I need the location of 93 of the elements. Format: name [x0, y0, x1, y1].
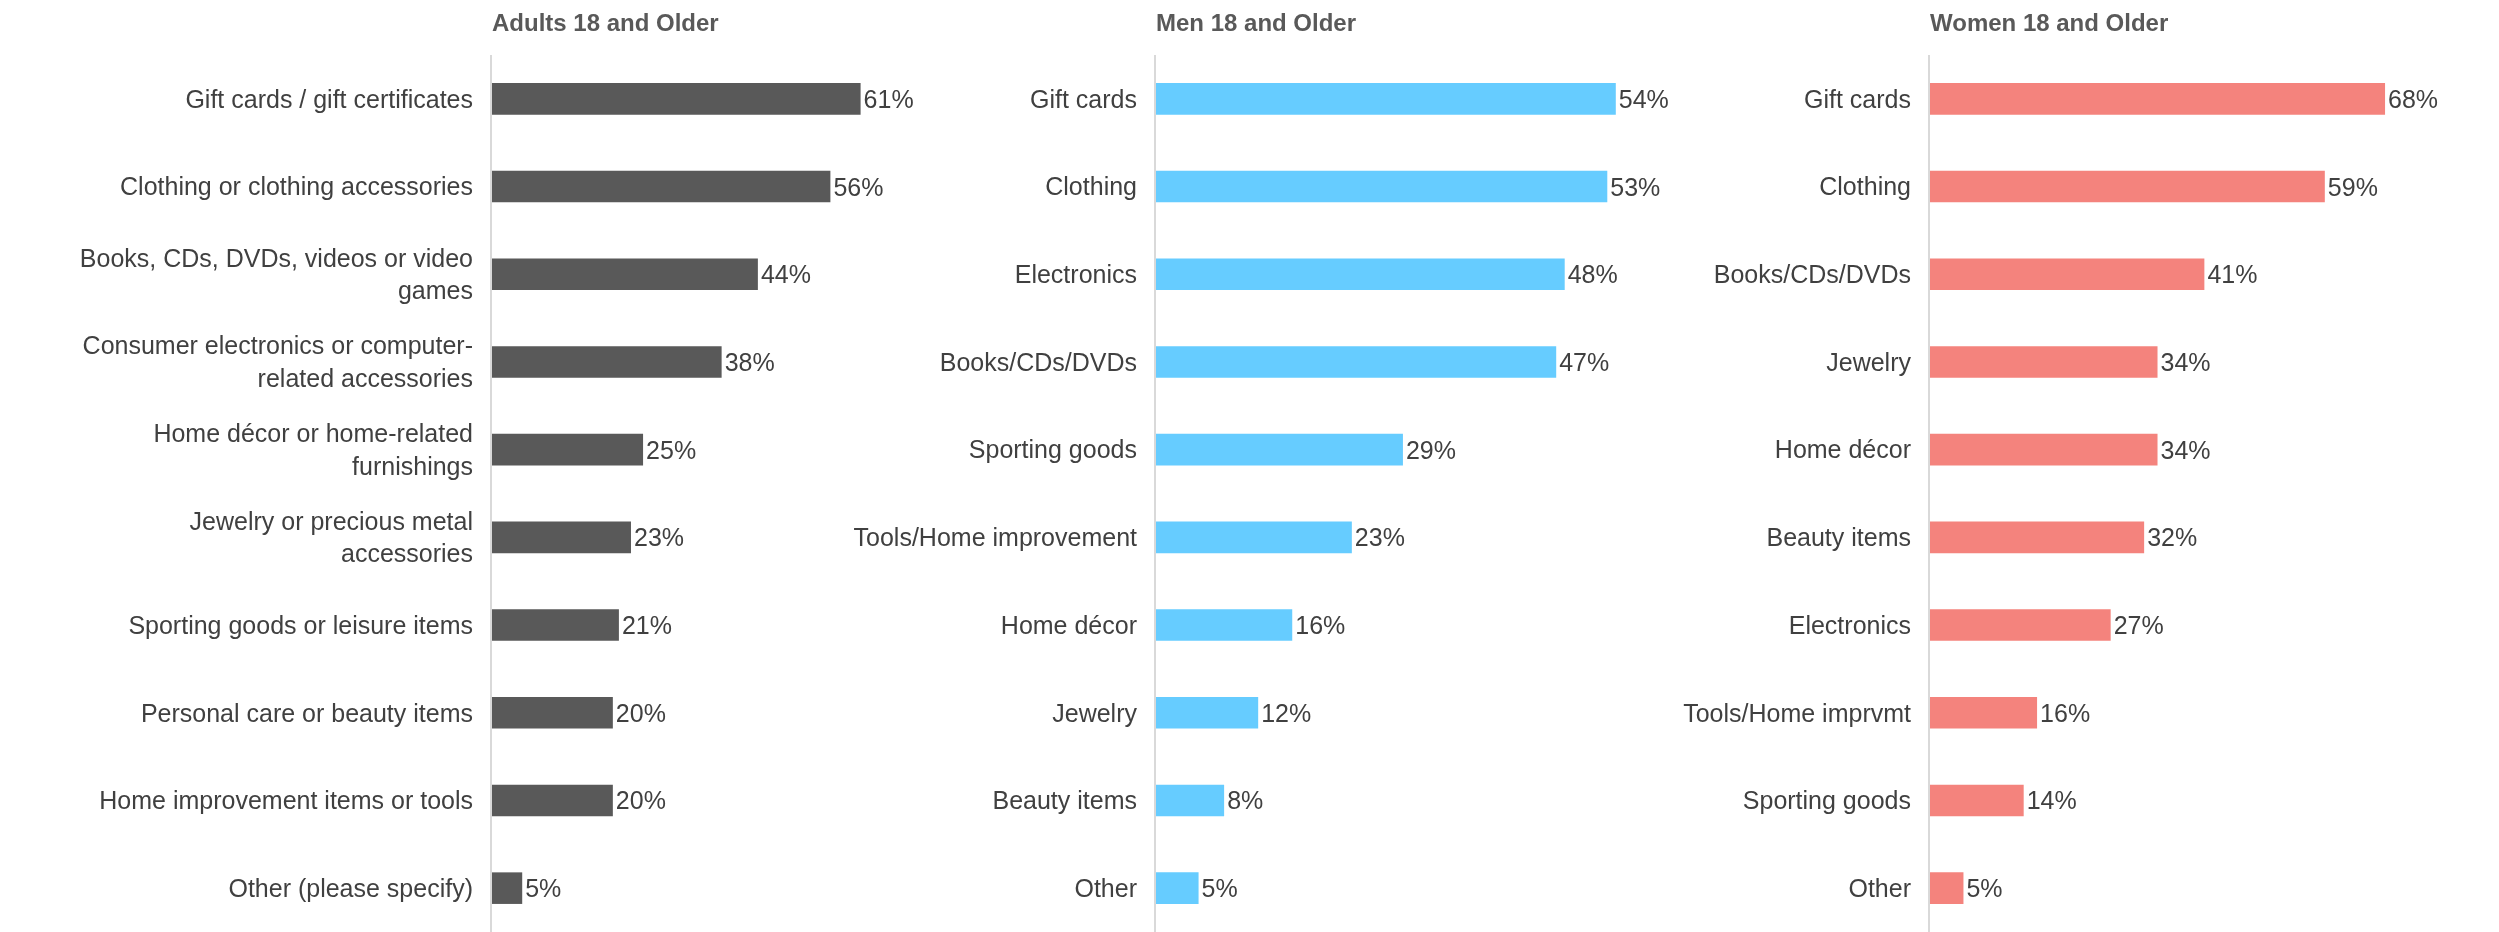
bar: [492, 258, 758, 291]
y-tick-label: Electronics: [1788, 610, 1911, 639]
y-tick-label: Jewelry: [1052, 698, 1138, 727]
bar: [1930, 784, 2024, 817]
bar: [1156, 170, 1608, 203]
bar: [1930, 872, 1964, 904]
data-label: 5%: [1966, 874, 2003, 903]
data-label: 14%: [2026, 786, 2077, 815]
data-label: 34%: [2160, 435, 2211, 464]
chart-title: Men 18 and Older: [1156, 8, 1357, 36]
bar: [1156, 696, 1259, 729]
y-tick-label: Clothing or clothing accessories: [120, 172, 473, 201]
bar: [1156, 784, 1225, 817]
data-label: 16%: [1295, 611, 1346, 640]
y-tick-label: Tools/Home improvement: [853, 523, 1138, 552]
data-label: 23%: [1354, 523, 1405, 552]
data-label: 54%: [1618, 84, 1669, 113]
y-tick-label: Books/CDs/DVDs: [1713, 260, 1911, 288]
bar: [492, 784, 613, 817]
bar: [1930, 433, 2158, 466]
y-tick-label: Sporting goods: [1742, 786, 1911, 815]
bar: [1156, 83, 1616, 115]
y-tick-label: Other (please specify): [228, 873, 473, 902]
bar: [1930, 609, 2111, 641]
y-tick-label: Books/CDs/DVDs: [939, 347, 1137, 376]
data-label: 44%: [760, 260, 811, 289]
data-label: 61%: [863, 84, 914, 113]
data-label: 8%: [1227, 786, 1264, 815]
bar: [1156, 433, 1403, 466]
y-tick-label: Home décor or home-related furnishings: [153, 419, 473, 480]
bar: [1156, 258, 1565, 291]
y-tick-label: Gift cards: [1030, 84, 1137, 113]
data-label: 21%: [621, 611, 672, 640]
data-label: 32%: [2147, 523, 2198, 552]
data-label: 34%: [2160, 347, 2211, 376]
bar: [1930, 346, 2158, 378]
bar: [1156, 521, 1352, 554]
bar: [492, 346, 722, 378]
data-label: 5%: [525, 874, 562, 903]
data-label: 16%: [2040, 698, 2091, 727]
bar: [1930, 521, 2145, 554]
bar: [1156, 872, 1199, 904]
bar: [492, 872, 523, 904]
data-label: 12%: [1261, 698, 1312, 727]
data-label: 41%: [2207, 260, 2258, 289]
bar: [492, 433, 644, 466]
data-label: 27%: [2113, 611, 2164, 640]
data-label: 53%: [1610, 172, 1661, 201]
data-label: 20%: [615, 698, 666, 727]
y-tick-label: Other: [1848, 873, 1911, 902]
y-tick-label: Gift cards / gift certificates: [185, 84, 473, 113]
data-label: 38%: [724, 347, 775, 376]
y-tick-label: Personal care or beauty items: [140, 698, 473, 727]
bar: [1930, 170, 2325, 203]
y-tick-label: Sporting goods or leisure items: [128, 610, 473, 639]
bar: [492, 609, 619, 641]
bar: [1930, 258, 2205, 291]
y-tick-label: Tools/Home imprvmt: [1683, 698, 1912, 727]
bar: [1156, 346, 1557, 378]
y-tick-label: Jewelry: [1826, 347, 1912, 376]
y-tick-label: Sporting goods: [968, 435, 1137, 464]
data-label: 68%: [2388, 84, 2439, 113]
bar: [492, 83, 861, 115]
data-label: 5%: [1201, 874, 1238, 903]
y-tick-label: Home improvement items or tools: [99, 786, 473, 815]
y-tick-label: Clothing: [1819, 172, 1911, 201]
data-label: 29%: [1405, 435, 1456, 464]
y-tick-label: Books, CDs, DVDs, videos or video games: [79, 243, 473, 305]
y-tick-label: Home décor: [1000, 610, 1137, 639]
data-label: 48%: [1567, 260, 1618, 289]
data-label: 56%: [833, 172, 884, 201]
y-tick-label: Clothing: [1045, 172, 1137, 201]
y-tick-label: Home décor: [1774, 435, 1911, 464]
bar: [1156, 609, 1293, 641]
bar: [492, 696, 613, 729]
bar: [1930, 696, 2038, 729]
chart-title: Women 18 and Older: [1930, 8, 2169, 36]
y-tick-label: Gift cards: [1804, 84, 1911, 113]
chart-title: Adults 18 and Older: [492, 8, 719, 36]
data-label: 59%: [2327, 172, 2378, 201]
y-tick-label: Beauty items: [992, 786, 1137, 815]
bar: [492, 170, 831, 203]
bar: [492, 521, 631, 554]
y-tick-label: Beauty items: [1766, 523, 1911, 552]
data-label: 47%: [1559, 347, 1610, 376]
y-tick-label: Other: [1074, 873, 1137, 902]
bar: [1930, 83, 2386, 115]
data-label: 20%: [615, 786, 666, 815]
y-tick-label: Jewelry or precious metal accessories: [189, 506, 473, 568]
data-label: 25%: [646, 435, 697, 464]
data-label: 23%: [633, 523, 685, 552]
y-tick-label: Consumer electronics or computer-related accessories: [82, 331, 473, 392]
y-tick-label: Electronics: [1014, 260, 1137, 288]
